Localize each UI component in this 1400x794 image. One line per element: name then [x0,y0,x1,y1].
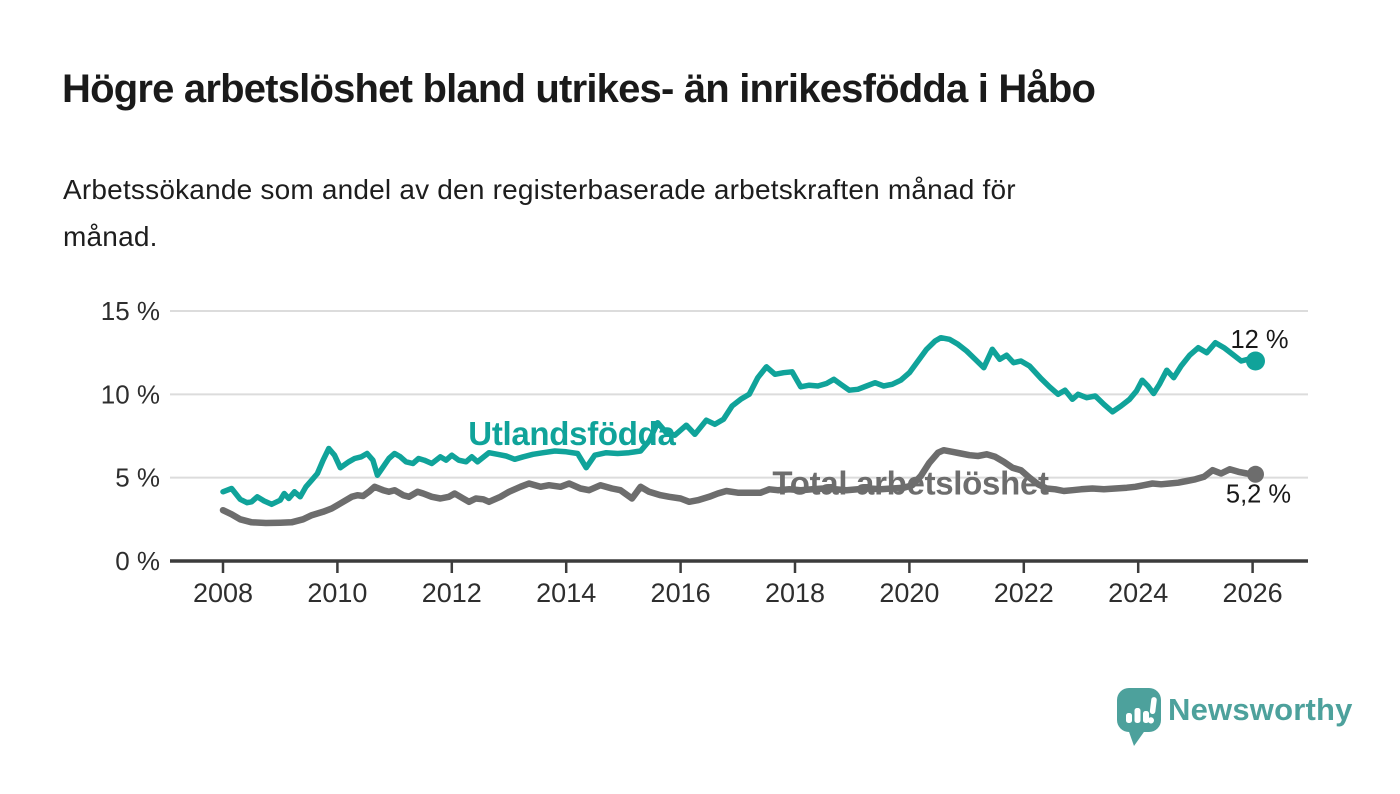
series-line-utlandsfodda [220,334,1259,508]
logo-exclamation-icon [1147,697,1157,724]
x-tick-label: 2014 [536,578,596,608]
x-tick-label: 2018 [765,578,825,608]
series-label-utlandsfodda: Utlandsfödda [468,415,676,452]
series-label-total-arbetsloshet: Total arbetslöshet [772,465,1049,502]
logo-bar-small [1126,713,1132,723]
subtitle-line-1: Arbetssökande som andel av den registerb… [63,174,1016,205]
x-tick-label: 2022 [994,578,1054,608]
series-end-dot-utlandsfodda [1246,351,1265,371]
end-value-label-total-arbetsloshet: 5,2 % [1226,480,1291,508]
newsworthy-logo-text: Newsworthy [1168,692,1353,727]
x-tick-label: 2026 [1223,578,1283,608]
series-line-total-arbetsloshet [219,446,1259,527]
x-tick-label: 2020 [879,578,939,608]
x-tick-label: 2008 [193,578,253,608]
x-tick-label: 2012 [422,578,482,608]
page-subtitle: Arbetssökande som andel av den registerb… [63,166,1303,260]
newsworthy-logo: Newsworthy [1115,686,1365,750]
y-tick-label: 5 % [115,463,160,493]
subtitle-line-2: månad. [63,221,158,252]
logo-bar-medium [1143,711,1149,723]
y-tick-label: 15 % [101,296,160,326]
x-tick-label: 2024 [1108,578,1168,608]
end-value-label-utlandsfodda: 12 % [1230,326,1288,354]
series-end-dot-total-arbetsloshet [1247,465,1264,483]
logo-bar-tall [1134,708,1141,723]
newsworthy-logo-icon [1117,688,1161,746]
y-tick-label: 0 % [115,546,160,576]
x-tick-label: 2016 [651,578,711,608]
page-title: Högre arbetslöshet bland utrikes- än inr… [62,67,1096,111]
y-tick-label: 10 % [101,379,160,409]
logo-bubble-tail [1128,729,1146,746]
x-tick-label: 2010 [307,578,367,608]
